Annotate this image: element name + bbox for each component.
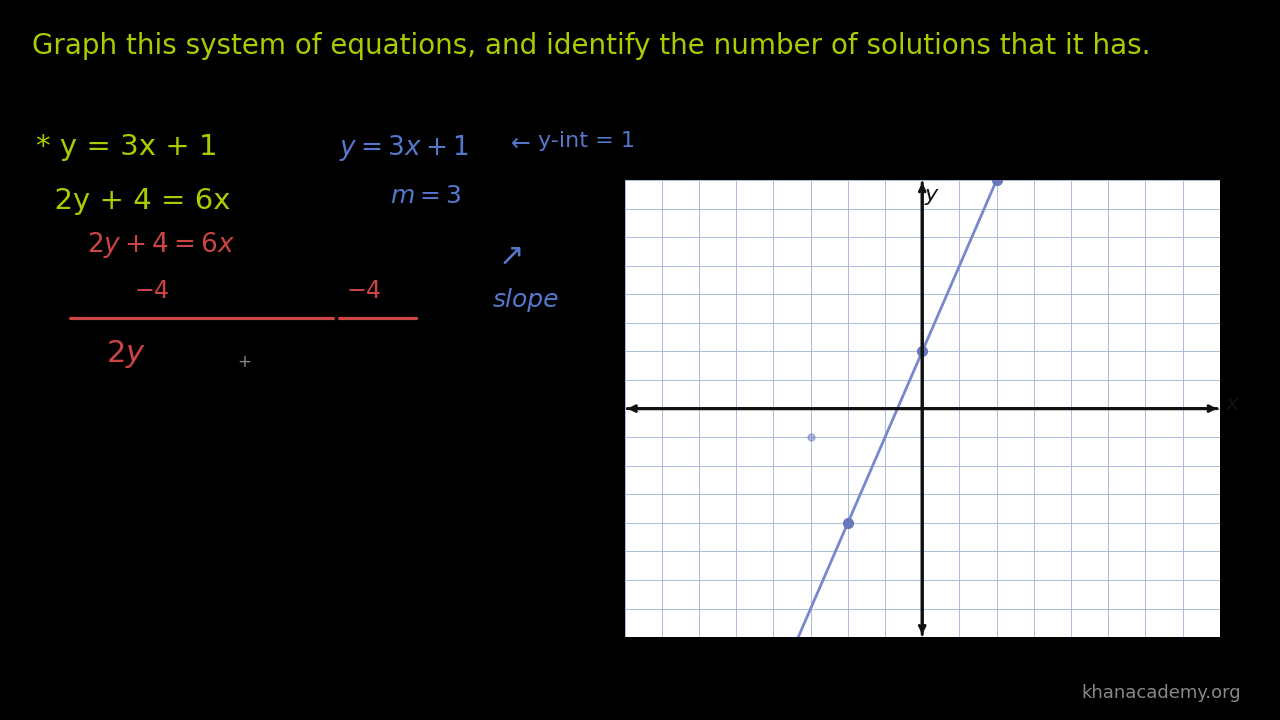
Text: y: y xyxy=(924,184,938,204)
Text: 2y + 4 = 6x: 2y + 4 = 6x xyxy=(36,187,230,215)
Text: $\leftarrow$: $\leftarrow$ xyxy=(506,131,531,155)
Text: +: + xyxy=(237,353,251,371)
Text: $\mathit{m = 3}$: $\mathit{m = 3}$ xyxy=(390,184,461,207)
Text: x: x xyxy=(1226,394,1239,414)
Text: slope: slope xyxy=(493,288,559,312)
Text: $\mathit{-4}$: $\mathit{-4}$ xyxy=(134,279,170,302)
Text: $\nearrow$: $\nearrow$ xyxy=(493,241,522,270)
Text: Graph this system of equations, and identify the number of solutions that it has: Graph this system of equations, and iden… xyxy=(32,32,1151,60)
Text: khanacademy.org: khanacademy.org xyxy=(1082,684,1242,702)
Text: * y = 3x + 1: * y = 3x + 1 xyxy=(36,133,218,161)
Text: $\mathit{y = 3x + 1}$: $\mathit{y = 3x + 1}$ xyxy=(339,133,468,163)
Text: $\mathit{2y}$: $\mathit{2y}$ xyxy=(106,338,146,370)
Text: $\mathit{-4}$: $\mathit{-4}$ xyxy=(346,279,381,302)
Text: y-int = 1: y-int = 1 xyxy=(538,131,635,151)
Text: $\mathit{2y + 4 = 6x}$: $\mathit{2y + 4 = 6x}$ xyxy=(87,230,236,261)
